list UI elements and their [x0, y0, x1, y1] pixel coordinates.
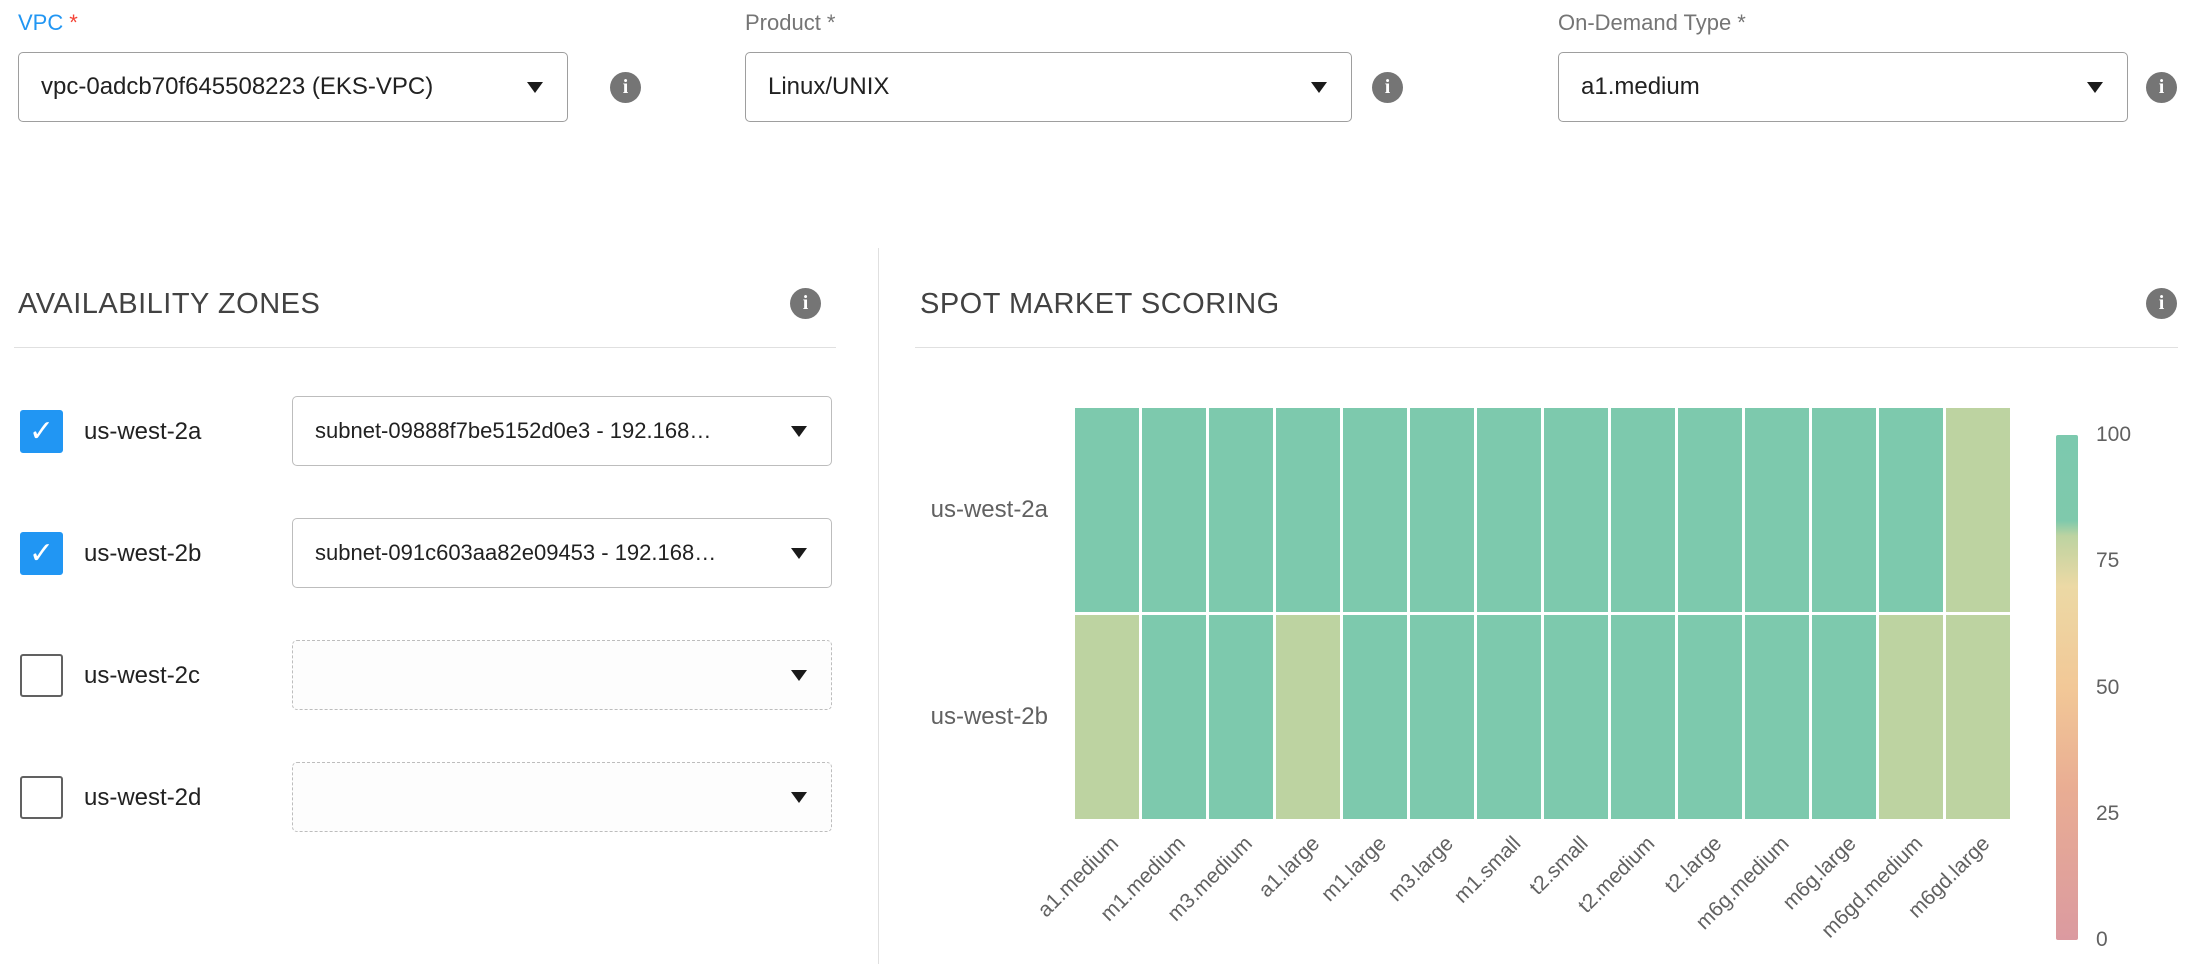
vpc-label: VPC * — [18, 10, 78, 36]
chevron-down-icon — [1311, 82, 1327, 93]
heatmap-cell-us-west-2a-t2.medium[interactable] — [1611, 408, 1675, 612]
heatmap-cell-us-west-2b-a1.medium[interactable] — [1075, 615, 1139, 819]
heatmap-cell-us-west-2a-t2.small[interactable] — [1544, 408, 1608, 612]
heatmap-cell-us-west-2a-m1.large[interactable] — [1343, 408, 1407, 612]
product-info-icon[interactable]: i — [1372, 72, 1403, 103]
heatmap-col-label-m3.large: m3.large — [1384, 832, 1459, 907]
subnet-select-value: subnet-091c603aa82e09453 - 192.168… — [315, 540, 717, 565]
heatmap-cell-us-west-2b-m6gd.large[interactable] — [1946, 615, 2010, 819]
panel-divider — [878, 248, 879, 964]
spot-market-info-icon[interactable]: i — [2146, 288, 2177, 319]
legend-tick-75: 75 — [2096, 549, 2120, 573]
az-row-us-west-2d: us-west-2d — [18, 762, 838, 834]
checkbox-us-west-2b[interactable]: ✓ — [20, 532, 63, 575]
heatmap-cell-us-west-2a-m1.medium[interactable] — [1142, 408, 1206, 612]
on-demand-type-label: On-Demand Type * — [1558, 10, 1746, 36]
legend-tick-100: 100 — [2096, 423, 2132, 446]
legend-tick-50: 50 — [2096, 675, 2120, 699]
heatmap-cell-us-west-2b-m3.medium[interactable] — [1209, 615, 1273, 819]
chevron-down-icon — [791, 792, 807, 803]
heatmap-cell-us-west-2b-m1.medium[interactable] — [1142, 615, 1206, 819]
vpc-info-icon[interactable]: i — [610, 72, 641, 103]
required-asterisk: * — [69, 10, 78, 35]
checkbox-us-west-2c[interactable] — [20, 654, 63, 697]
legend-tick-0: 0 — [2096, 928, 2108, 951]
checkbox-us-west-2a[interactable]: ✓ — [20, 410, 63, 453]
heatmap-cell-us-west-2a-m1.small[interactable] — [1477, 408, 1541, 612]
availability-zones-info-icon[interactable]: i — [790, 288, 821, 319]
az-row-us-west-2a: ✓ us-west-2a subnet-09888f7be5152d0e3 - 19… — [18, 396, 838, 468]
spot-market-scoring-title: SPOT MARKET SCORING — [920, 288, 1280, 320]
heatmap-cell-us-west-2a-m6g.large[interactable] — [1812, 408, 1876, 612]
on-demand-type-select[interactable]: a1.medium — [1558, 52, 2128, 122]
legend-bar — [2056, 435, 2078, 940]
heatmap-col-label-m1.small: m1.small — [1449, 832, 1526, 908]
heatmap-cell-us-west-2b-a1.large[interactable] — [1276, 615, 1340, 819]
heatmap-cell-us-west-2a-t2.large[interactable] — [1678, 408, 1742, 612]
heatmap-col-label-t2.small: t2.small — [1524, 832, 1593, 900]
subnet-select-value: subnet-09888f7be5152d0e3 - 192.168… — [315, 418, 712, 443]
chevron-down-icon — [791, 548, 807, 559]
heatmap-cell-us-west-2a-m6gd.medium[interactable] — [1879, 408, 1943, 612]
on-demand-type-info-icon[interactable]: i — [2146, 72, 2177, 103]
on-demand-type-label-text: On-Demand Type — [1558, 10, 1732, 35]
product-select[interactable]: Linux/UNIX — [745, 52, 1352, 122]
zone-label-us-west-2d: us-west-2d — [84, 784, 202, 811]
subnet-select-us-west-2a[interactable]: subnet-09888f7be5152d0e3 - 192.168… — [292, 396, 832, 466]
on-demand-type-select-value: a1.medium — [1581, 73, 1700, 100]
heatmap-cell-us-west-2b-m6g.medium[interactable] — [1745, 615, 1809, 819]
az-row-us-west-2c: us-west-2c — [18, 640, 838, 712]
required-asterisk: * — [1737, 10, 1746, 35]
divider — [915, 347, 2178, 348]
heatmap-cell-us-west-2b-m1.large[interactable] — [1343, 615, 1407, 819]
zone-label-us-west-2a: us-west-2a — [84, 418, 202, 445]
heatmap-cell-us-west-2b-t2.medium[interactable] — [1611, 615, 1675, 819]
vpc-select[interactable]: vpc-0adcb70f645508223 (EKS-VPC) — [18, 52, 568, 122]
heatmap-col-label-m1.large: m1.large — [1317, 832, 1392, 907]
heatmap-cell-us-west-2a-m3.large[interactable] — [1410, 408, 1474, 612]
heatmap-grid — [1075, 408, 2010, 819]
heatmap-cell-us-west-2a-a1.medium[interactable] — [1075, 408, 1139, 612]
chevron-down-icon — [791, 426, 807, 437]
subnet-select-us-west-2b[interactable]: subnet-091c603aa82e09453 - 192.168… — [292, 518, 832, 588]
required-asterisk: * — [826, 10, 836, 35]
zone-label-us-west-2c: us-west-2c — [84, 662, 201, 689]
heatmap-cell-us-west-2a-m3.medium[interactable] — [1209, 408, 1273, 612]
heatmap-col-label-t2.large: t2.large — [1660, 832, 1727, 898]
heatmap-cell-us-west-2b-m6gd.medium[interactable] — [1879, 615, 1943, 819]
heatmap-cell-us-west-2a-a1.large[interactable] — [1276, 408, 1340, 612]
vpc-label-text: VPC — [18, 10, 64, 35]
heatmap-cell-us-west-2a-m6g.medium[interactable] — [1745, 408, 1809, 612]
heatmap-cell-us-west-2b-m1.small[interactable] — [1477, 615, 1541, 819]
checkbox-us-west-2d[interactable] — [20, 776, 63, 819]
heatmap-row-label-us-west-2a: us-west-2a — [930, 496, 1048, 523]
chevron-down-icon — [791, 670, 807, 681]
heatmap-cell-us-west-2a-m6gd.large[interactable] — [1946, 408, 2010, 612]
zone-label-us-west-2b: us-west-2b — [84, 540, 202, 567]
subnet-select-us-west-2c[interactable] — [292, 640, 832, 710]
heatmap-cell-us-west-2b-m6g.large[interactable] — [1812, 615, 1876, 819]
product-select-value: Linux/UNIX — [768, 73, 890, 100]
product-label: Product * — [745, 10, 835, 36]
divider — [14, 347, 836, 348]
product-label-text: Product — [745, 10, 821, 35]
chevron-down-icon — [2087, 82, 2103, 93]
heatmap-cell-us-west-2b-m3.large[interactable] — [1410, 615, 1474, 819]
chevron-down-icon — [527, 82, 543, 93]
vpc-select-value: vpc-0adcb70f645508223 (EKS-VPC) — [41, 73, 434, 100]
heatmap-col-label-a1.large: a1.large — [1254, 832, 1325, 902]
legend-tick-25: 25 — [2096, 801, 2120, 825]
heatmap-row-label-us-west-2b: us-west-2b — [930, 703, 1048, 730]
heatmap-cell-us-west-2b-t2.large[interactable] — [1678, 615, 1742, 819]
heatmap-cell-us-west-2b-t2.small[interactable] — [1544, 615, 1608, 819]
az-row-us-west-2b: ✓ us-west-2b subnet-091c603aa82e09453 - 19… — [18, 518, 838, 590]
subnet-select-us-west-2d[interactable] — [292, 762, 832, 832]
availability-zones-title: AVAILABILITY ZONES — [18, 288, 321, 320]
